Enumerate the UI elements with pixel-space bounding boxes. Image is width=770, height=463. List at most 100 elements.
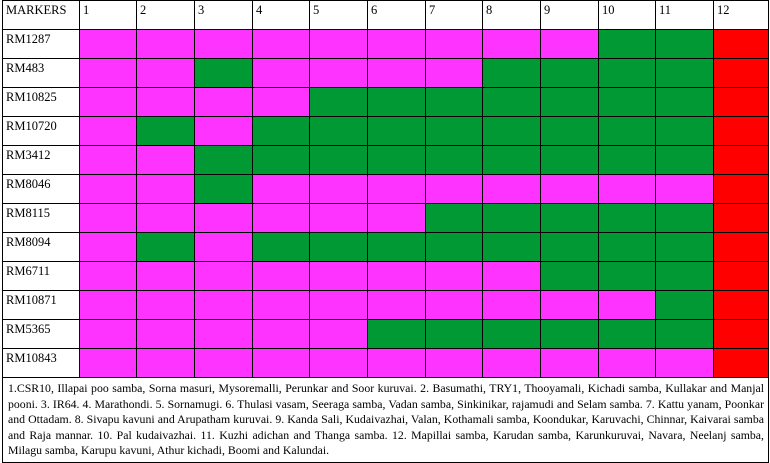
allele-cell xyxy=(598,58,656,88)
allele-cell xyxy=(713,232,769,262)
allele-cell xyxy=(540,319,599,349)
allele-cell xyxy=(482,319,541,349)
allele-cell xyxy=(655,174,714,204)
marker-name: RM10843 xyxy=(2,348,80,378)
allele-cell xyxy=(79,87,137,117)
allele-cell xyxy=(194,203,253,233)
allele-cell xyxy=(194,145,253,175)
header-column-1: 1 xyxy=(79,0,137,30)
table-row: RM10871 xyxy=(2,290,769,320)
allele-cell xyxy=(540,348,599,378)
allele-cell xyxy=(136,319,195,349)
header-column-4: 4 xyxy=(252,0,310,30)
allele-cell xyxy=(540,290,599,320)
allele-cell xyxy=(482,203,541,233)
allele-cell xyxy=(482,174,541,204)
allele-cell xyxy=(309,145,368,175)
allele-cell xyxy=(655,319,714,349)
allele-cell xyxy=(713,58,769,88)
allele-cell xyxy=(598,174,656,204)
allele-cell xyxy=(194,290,253,320)
allele-cell xyxy=(425,319,483,349)
allele-cell xyxy=(540,232,599,262)
allele-cell xyxy=(713,116,769,146)
allele-cell xyxy=(367,145,426,175)
table-row: RM3412 xyxy=(2,145,769,175)
table-row: RM483 xyxy=(2,58,769,88)
header-markers: MARKERS xyxy=(2,0,80,30)
table-row: RM8094 xyxy=(2,232,769,262)
allele-cell xyxy=(367,348,426,378)
allele-cell xyxy=(309,232,368,262)
allele-cell xyxy=(482,87,541,117)
header-column-12: 12 xyxy=(713,0,769,30)
allele-cell xyxy=(252,203,310,233)
allele-cell xyxy=(540,29,599,59)
legend-text: 1.CSR10, Illapai poo samba, Sorna masuri… xyxy=(2,378,769,463)
header-column-9: 9 xyxy=(540,0,599,30)
allele-cell xyxy=(367,203,426,233)
allele-cell xyxy=(194,116,253,146)
allele-cell xyxy=(540,58,599,88)
allele-cell xyxy=(79,174,137,204)
table-row: RM6711 xyxy=(2,261,769,291)
allele-cell xyxy=(309,348,368,378)
allele-cell xyxy=(194,87,253,117)
allele-cell xyxy=(482,290,541,320)
allele-cell xyxy=(655,203,714,233)
allele-cell xyxy=(540,174,599,204)
header-column-6: 6 xyxy=(367,0,426,30)
allele-cell xyxy=(309,319,368,349)
allele-cell xyxy=(136,116,195,146)
allele-cell xyxy=(713,348,769,378)
allele-cell xyxy=(367,261,426,291)
table-row: RM8046 xyxy=(2,174,769,204)
marker-name: RM10720 xyxy=(2,116,80,146)
allele-cell xyxy=(540,203,599,233)
marker-name: RM1287 xyxy=(2,29,80,59)
allele-cell xyxy=(367,29,426,59)
allele-cell xyxy=(79,203,137,233)
allele-cell xyxy=(79,348,137,378)
allele-cell xyxy=(79,29,137,59)
allele-cell xyxy=(598,319,656,349)
header-column-5: 5 xyxy=(309,0,368,30)
allele-cell xyxy=(309,116,368,146)
allele-cell xyxy=(713,261,769,291)
allele-cell xyxy=(713,174,769,204)
header-column-3: 3 xyxy=(194,0,253,30)
allele-cell xyxy=(655,261,714,291)
table-row: RM5365 xyxy=(2,319,769,349)
allele-cell xyxy=(367,174,426,204)
allele-cell xyxy=(79,58,137,88)
allele-cell xyxy=(482,232,541,262)
allele-cell xyxy=(425,232,483,262)
allele-cell xyxy=(79,290,137,320)
allele-cell xyxy=(79,116,137,146)
allele-cell xyxy=(367,319,426,349)
allele-cell xyxy=(309,174,368,204)
allele-cell xyxy=(655,290,714,320)
marker-name: RM6711 xyxy=(2,261,80,291)
allele-cell xyxy=(425,203,483,233)
allele-cell xyxy=(655,29,714,59)
allele-cell xyxy=(425,116,483,146)
table-row: RM8115 xyxy=(2,203,769,233)
allele-cell xyxy=(367,58,426,88)
allele-cell xyxy=(79,232,137,262)
allele-cell xyxy=(136,174,195,204)
allele-cell xyxy=(655,232,714,262)
allele-cell xyxy=(309,58,368,88)
allele-cell xyxy=(425,261,483,291)
table-row: RM10843 xyxy=(2,348,769,378)
allele-cell xyxy=(655,58,714,88)
allele-cell xyxy=(194,29,253,59)
allele-cell xyxy=(367,87,426,117)
allele-cell xyxy=(713,319,769,349)
allele-cell xyxy=(540,87,599,117)
allele-cell xyxy=(598,203,656,233)
allele-cell xyxy=(425,174,483,204)
allele-cell xyxy=(309,203,368,233)
allele-cell xyxy=(655,116,714,146)
marker-name: RM3412 xyxy=(2,145,80,175)
